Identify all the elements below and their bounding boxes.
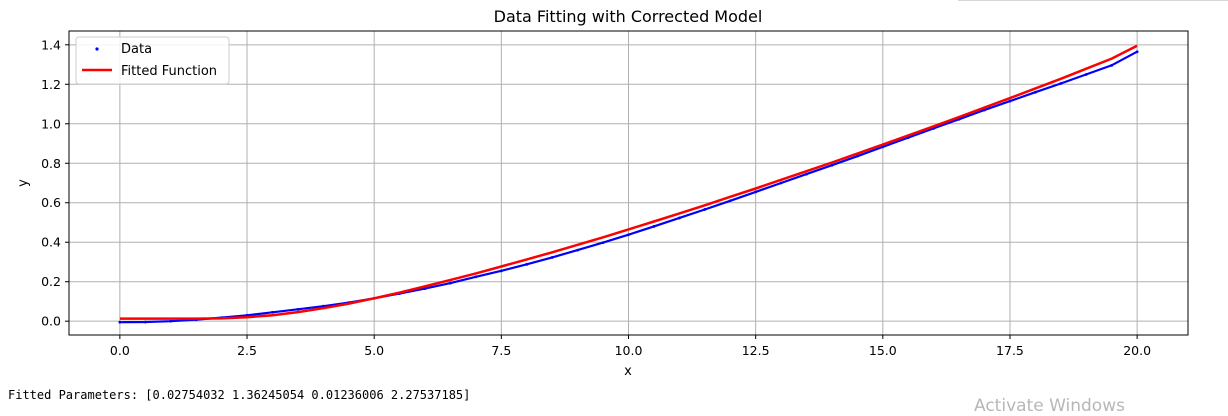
x-tick-label: 2.5 [237, 343, 257, 358]
data-point [296, 307, 300, 311]
data-point [983, 108, 986, 112]
x-tick-label: 5.0 [364, 343, 384, 358]
data-point [474, 275, 478, 279]
fitted-function-line [119, 44, 1138, 320]
data-point [881, 145, 885, 149]
fitted-parameters-output: Fitted Parameters: [0.02754032 1.3624505… [8, 388, 471, 402]
legend-marker-data [95, 47, 99, 51]
x-tick-label: 12.5 [742, 343, 770, 358]
data-point [805, 172, 808, 176]
x-tick-label: 17.5 [996, 343, 1024, 358]
data-point [143, 320, 147, 324]
data-point [830, 163, 834, 167]
grid [69, 31, 1188, 335]
y-tick-label: 0.8 [41, 156, 61, 171]
y-tick-label: 0.4 [41, 235, 61, 250]
x-axis-label: x [624, 364, 632, 379]
data-point [1135, 50, 1139, 54]
data-point [169, 319, 173, 323]
data-point [423, 287, 427, 291]
data-point [576, 248, 580, 252]
activate-windows-watermark: Activate Windows [974, 396, 1125, 416]
chart-title: Data Fitting with Corrected Model [494, 7, 763, 26]
data-point [271, 310, 274, 314]
legend-label-fitted: Fitted Function [121, 64, 217, 79]
y-axis-label: y [16, 179, 31, 187]
data-point [449, 281, 452, 285]
y-tick-label: 0.2 [41, 274, 61, 289]
y-tick-label: 0.0 [41, 314, 61, 329]
y-tick-label: 1.4 [41, 37, 61, 52]
window-edge-divider [958, 0, 1228, 1]
data-point [627, 233, 630, 237]
data-point [1084, 73, 1088, 76]
x-tick-label: 15.0 [869, 343, 897, 358]
y-tick-label: 0.6 [41, 195, 61, 210]
data-point [652, 225, 656, 228]
data-point [677, 216, 681, 220]
data-point [779, 181, 783, 185]
data-point [703, 208, 707, 211]
x-tick-label: 7.5 [491, 343, 511, 358]
data-point [525, 262, 529, 266]
x-tick-label: 20.0 [1123, 343, 1151, 358]
y-tick-label: 1.0 [41, 116, 61, 131]
axis-ticks: 0.0 2.5 5.0 7.5 10.0 12.5 15.0 17.5 20.0 0.0 0.2 0.… [41, 37, 1151, 358]
data-point [499, 269, 503, 273]
legend-label-data: Data [121, 42, 152, 57]
legend-box [75, 36, 230, 85]
data-point [1008, 99, 1012, 103]
data-point [728, 199, 732, 203]
x-tick-label: 0.0 [110, 343, 130, 358]
data-point [1110, 63, 1114, 67]
data-point [601, 241, 605, 245]
y-tick-label: 1.2 [41, 77, 61, 92]
legend: Data Fitted Function [75, 36, 230, 85]
data-point [1034, 90, 1037, 94]
x-tick-label: 10.0 [615, 343, 643, 358]
plot-area [118, 44, 1139, 324]
data-point [754, 190, 758, 194]
data-point [118, 320, 122, 324]
chart: Data Fitting with Corrected Model 0.0 2.5… [16, 7, 1189, 379]
data-point [550, 256, 554, 259]
data-point [855, 154, 859, 158]
data-point [1059, 82, 1063, 85]
